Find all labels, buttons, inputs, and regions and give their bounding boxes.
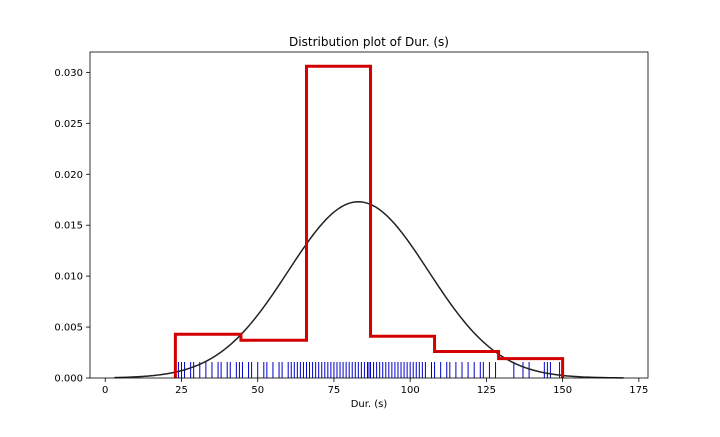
y-tick-label: 0.000 [54,374,83,385]
x-tick-label: 150 [553,385,572,396]
x-tick-label: 0 [102,385,108,396]
y-tick-label: 0.010 [54,272,83,283]
x-tick-label: 50 [251,385,264,396]
y-tick-label: 0.030 [54,68,83,79]
x-axis-title: Dur. (s) [351,399,388,410]
plot-frame [89,51,649,379]
x-tick-label: 100 [401,385,420,396]
x-tick-label: 25 [175,385,188,396]
y-tick-label: 0.015 [54,221,83,232]
x-tick-label: 175 [629,385,648,396]
y-tick-label: 0.005 [54,323,83,334]
histogram-bar [499,359,563,378]
x-tick-label: 125 [477,385,496,396]
histogram-bar [175,334,241,378]
x-tick-label: 75 [328,385,341,396]
histogram-bar [371,336,435,378]
chart-title: Distribution plot of Dur. (s) [289,35,449,49]
y-tick-label: 0.025 [54,119,83,130]
histogram-bar [435,352,499,378]
plot-area [114,64,624,379]
histogram-bar [241,340,307,378]
axes: 0 25 50 75 100 125 150 175 0.000 0.005 0.010 0.015 0… [54,51,649,396]
y-tick-label: 0.020 [54,170,83,181]
histogram-bar [306,66,370,378]
kde-curve [114,201,624,379]
rug-plot [177,362,561,378]
histogram-outline [173,64,565,378]
